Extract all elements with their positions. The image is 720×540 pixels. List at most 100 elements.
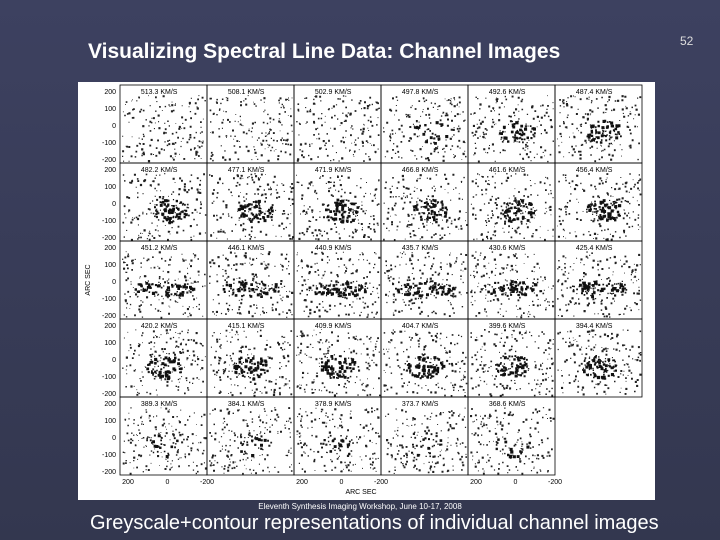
velocity-label: 466.8 KM/S [402, 167, 439, 174]
noise [122, 251, 206, 319]
emission [154, 199, 188, 225]
panel-frame [293, 84, 382, 164]
emission [232, 354, 269, 381]
y-tick-label: 200 [104, 89, 116, 96]
noise [383, 329, 468, 397]
velocity-label: 487.4 KM/S [576, 89, 613, 96]
velocity-label: 435.7 KM/S [402, 245, 439, 252]
velocity-label: 508.1 KM/S [228, 89, 265, 96]
x-tick-label: 0 [166, 479, 170, 486]
velocity-label: 440.9 KM/S [315, 245, 352, 252]
panel-frame [119, 396, 208, 476]
y-tick-label: -100 [102, 140, 116, 147]
velocity-label: 430.6 KM/S [489, 245, 526, 252]
noise [209, 95, 293, 162]
empty-slot [556, 397, 643, 476]
emission [222, 280, 280, 298]
emission [149, 432, 179, 458]
velocity-label: 420.2 KM/S [141, 323, 178, 330]
emission [482, 280, 543, 297]
velocity-label: 409.9 KM/S [315, 323, 352, 330]
noise [296, 407, 381, 473]
emission [498, 121, 536, 143]
velocity-label: 497.8 KM/S [402, 89, 439, 96]
y-axis-label: ARC SEC [85, 264, 92, 295]
noise [122, 95, 206, 163]
y-tick-label: 200 [104, 323, 116, 330]
panel-frame [380, 396, 469, 476]
y-tick-label: 200 [104, 167, 116, 174]
velocity-label: 492.6 KM/S [489, 89, 526, 96]
y-tick-label: -100 [102, 452, 116, 459]
velocity-label: 425.4 KM/S [576, 245, 613, 252]
noise [385, 407, 467, 474]
y-tick-label: 0 [112, 435, 116, 442]
y-tick-label: -200 [102, 391, 116, 398]
y-tick-label: 100 [104, 262, 116, 269]
emission [308, 280, 369, 298]
y-tick-label: 0 [112, 123, 116, 130]
velocity-label: 415.1 KM/S [228, 323, 265, 330]
velocity-label: 404.7 KM/S [402, 323, 439, 330]
channel-map-figure: 513.3 KM/S 508.1 KM/S 502.9 KM/S 497.8 KM/S… [78, 82, 655, 500]
y-tick-label: 0 [112, 357, 116, 364]
emission [569, 280, 625, 299]
velocity-label: 446.1 KM/S [228, 245, 265, 252]
velocity-label: 461.6 KM/S [489, 167, 526, 174]
x-tick-label: 200 [122, 479, 134, 486]
noise [557, 95, 642, 163]
x-tick-label: 200 [296, 479, 308, 486]
velocity-label: 368.6 KM/S [489, 401, 526, 408]
velocity-label: 482.2 KM/S [141, 167, 178, 174]
noise [470, 407, 555, 475]
noise [296, 174, 380, 241]
x-tick-label: 0 [340, 479, 344, 486]
panel-frame [554, 318, 643, 398]
velocity-label: 378.9 KM/S [315, 401, 352, 408]
panel-frame [467, 396, 556, 476]
y-tick-label: -200 [102, 235, 116, 242]
emission [321, 434, 353, 456]
panel-frame [467, 162, 556, 242]
slide-title: Visualizing Spectral Line Data: Channel … [88, 40, 561, 63]
y-tick-label: -100 [102, 296, 116, 303]
noise [557, 173, 642, 241]
emission [413, 198, 448, 224]
y-tick-label: 0 [112, 201, 116, 208]
noise [557, 251, 642, 318]
noise [209, 407, 293, 475]
panel-frame [554, 84, 643, 164]
panel-frame [293, 396, 382, 476]
y-tick-label: -200 [102, 469, 116, 476]
x-tick-label: 0 [514, 479, 518, 486]
noise [209, 173, 295, 240]
panel-frame [119, 240, 208, 320]
y-tick-label: 100 [104, 418, 116, 425]
panel-frame [554, 240, 643, 320]
noise [209, 251, 294, 318]
noise [210, 329, 293, 397]
y-tick-label: -200 [102, 157, 116, 164]
x-axis-label: ARC SEC [345, 489, 376, 496]
footer: Eleventh Synthesis Imaging Workshop, Jun… [258, 502, 462, 511]
emission [586, 119, 622, 145]
caption: Greyscale+contour representations of ind… [90, 512, 659, 534]
emission [325, 198, 360, 224]
velocity-label: 477.1 KM/S [228, 167, 265, 174]
emission [502, 198, 536, 223]
emission [586, 199, 622, 222]
x-tick-label: -200 [374, 479, 388, 486]
y-tick-label: 200 [104, 245, 116, 252]
y-tick-label: 100 [104, 184, 116, 191]
y-tick-label: -100 [102, 218, 116, 225]
noise [122, 407, 208, 475]
x-tick-label: -200 [548, 479, 562, 486]
emission [407, 354, 446, 380]
noise [296, 95, 380, 162]
emission [237, 199, 274, 224]
noise [383, 96, 467, 162]
velocity-label: 373.7 KM/S [402, 401, 439, 408]
x-tick-label: 200 [470, 479, 482, 486]
y-tick-label: 100 [104, 106, 116, 113]
